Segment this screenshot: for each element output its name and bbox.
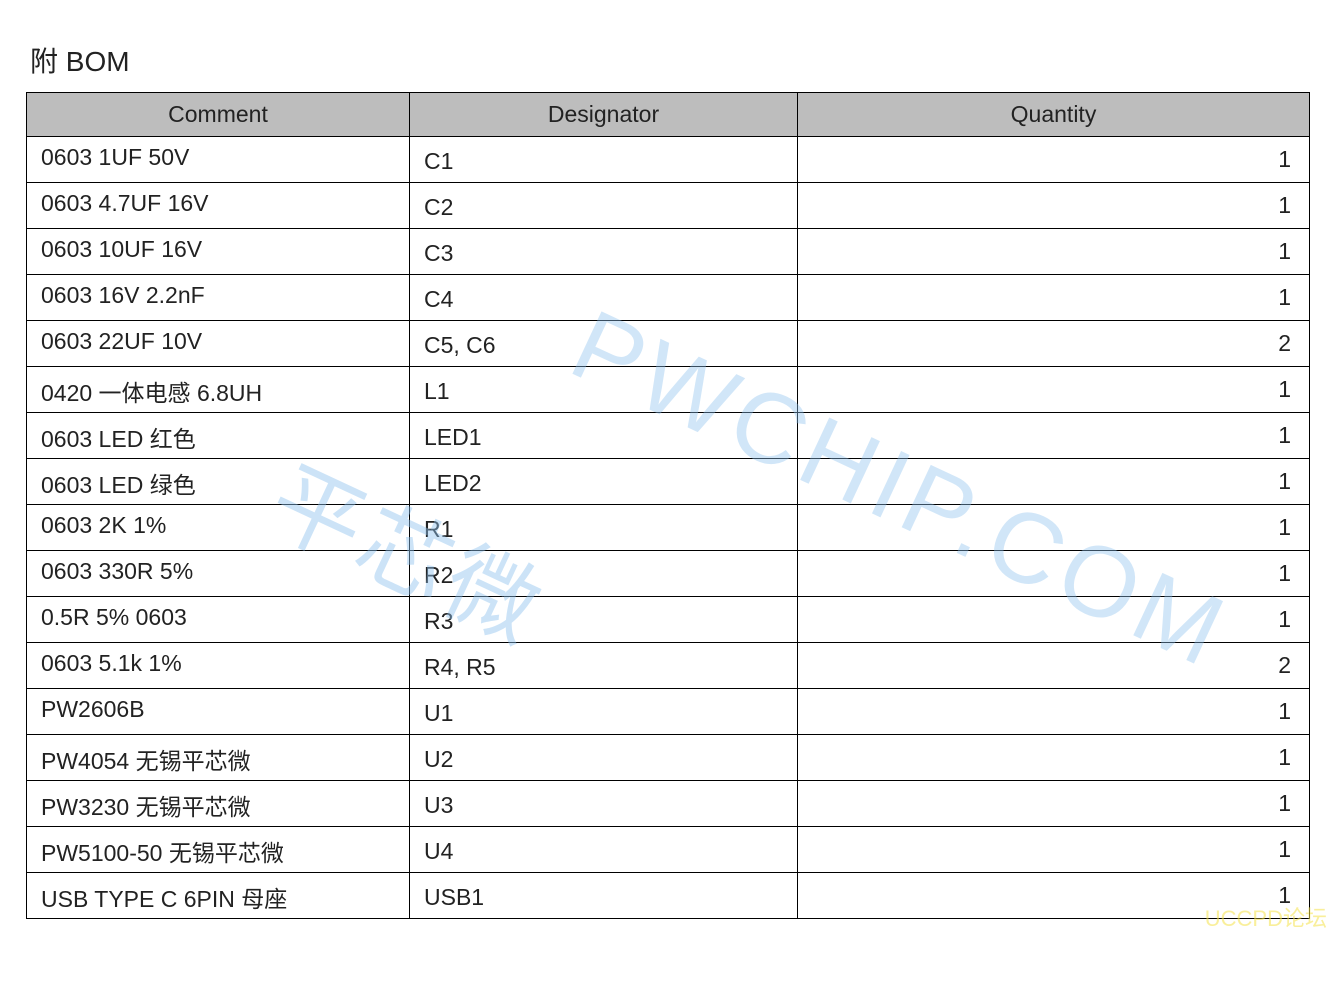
cell-designator: C4	[410, 275, 798, 321]
table-row: 0.5R 5% 0603R31	[27, 597, 1310, 643]
cell-quantity: 1	[798, 459, 1310, 505]
cell-quantity: 1	[798, 137, 1310, 183]
cell-comment: PW3230 无锡平芯微	[27, 781, 410, 827]
cell-comment: 0603 22UF 10V	[27, 321, 410, 367]
cell-comment: 0603 5.1k 1%	[27, 643, 410, 689]
bom-table-wrap: 平芯微 PWCHIP.COM Comment Designator Quanti…	[26, 92, 1309, 919]
cell-designator: R2	[410, 551, 798, 597]
table-row: 0603 10UF 16VC31	[27, 229, 1310, 275]
cell-designator: R4, R5	[410, 643, 798, 689]
cell-comment: 0420 一体电感 6.8UH	[27, 367, 410, 413]
cell-designator: LED2	[410, 459, 798, 505]
cell-comment: 0.5R 5% 0603	[27, 597, 410, 643]
table-row: 0603 4.7UF 16VC21	[27, 183, 1310, 229]
cell-quantity: 2	[798, 643, 1310, 689]
cell-comment: 0603 16V 2.2nF	[27, 275, 410, 321]
cell-quantity: 1	[798, 597, 1310, 643]
cell-comment: PW5100-50 无锡平芯微	[27, 827, 410, 873]
cell-designator: U3	[410, 781, 798, 827]
table-header-row: Comment Designator Quantity	[27, 93, 1310, 137]
cell-designator: R3	[410, 597, 798, 643]
cell-comment: 0603 330R 5%	[27, 551, 410, 597]
table-row: 0603 330R 5%R21	[27, 551, 1310, 597]
cell-quantity: 1	[798, 505, 1310, 551]
cell-designator: U4	[410, 827, 798, 873]
cell-comment: 0603 LED 绿色	[27, 459, 410, 505]
bom-table: Comment Designator Quantity 0603 1UF 50V…	[26, 92, 1310, 919]
cell-comment: 0603 LED 红色	[27, 413, 410, 459]
cell-comment: USB TYPE C 6PIN 母座	[27, 873, 410, 919]
table-row: 0603 LED 红色LED11	[27, 413, 1310, 459]
table-row: PW5100-50 无锡平芯微U41	[27, 827, 1310, 873]
cell-designator: C1	[410, 137, 798, 183]
cell-comment: 0603 10UF 16V	[27, 229, 410, 275]
cell-quantity: 1	[798, 735, 1310, 781]
cell-designator: C5, C6	[410, 321, 798, 367]
cell-quantity: 1	[798, 413, 1310, 459]
cell-designator: U1	[410, 689, 798, 735]
cell-quantity: 1	[798, 827, 1310, 873]
cell-quantity: 1	[798, 689, 1310, 735]
cell-quantity: 1	[798, 275, 1310, 321]
table-row: 0603 22UF 10VC5, C62	[27, 321, 1310, 367]
cell-designator: R1	[410, 505, 798, 551]
cell-comment: 0603 4.7UF 16V	[27, 183, 410, 229]
cell-designator: USB1	[410, 873, 798, 919]
table-row: 0603 16V 2.2nFC41	[27, 275, 1310, 321]
table-row: PW4054 无锡平芯微U21	[27, 735, 1310, 781]
cell-quantity: 1	[798, 781, 1310, 827]
cell-designator: U2	[410, 735, 798, 781]
table-row: 0603 1UF 50VC11	[27, 137, 1310, 183]
cell-comment: PW2606B	[27, 689, 410, 735]
table-row: 0420 一体电感 6.8UHL11	[27, 367, 1310, 413]
col-header-quantity: Quantity	[798, 93, 1310, 137]
cell-quantity: 2	[798, 321, 1310, 367]
table-row: USB TYPE C 6PIN 母座USB11	[27, 873, 1310, 919]
table-row: 0603 LED 绿色LED21	[27, 459, 1310, 505]
cell-comment: 0603 1UF 50V	[27, 137, 410, 183]
table-row: PW3230 无锡平芯微U31	[27, 781, 1310, 827]
col-header-designator: Designator	[410, 93, 798, 137]
footer-watermark: UCCPD论坛	[1205, 901, 1327, 933]
col-header-comment: Comment	[27, 93, 410, 137]
table-row: PW2606BU11	[27, 689, 1310, 735]
cell-comment: 0603 2K 1%	[27, 505, 410, 551]
cell-quantity: 1	[798, 367, 1310, 413]
cell-designator: LED1	[410, 413, 798, 459]
cell-designator: C3	[410, 229, 798, 275]
cell-quantity: 1	[798, 183, 1310, 229]
cell-comment: PW4054 无锡平芯微	[27, 735, 410, 781]
cell-designator: L1	[410, 367, 798, 413]
cell-quantity: 1	[798, 551, 1310, 597]
cell-designator: C2	[410, 183, 798, 229]
table-row: 0603 2K 1%R11	[27, 505, 1310, 551]
cell-quantity: 1	[798, 229, 1310, 275]
page-title: 附 BOM	[26, 40, 1309, 80]
table-row: 0603 5.1k 1%R4, R52	[27, 643, 1310, 689]
